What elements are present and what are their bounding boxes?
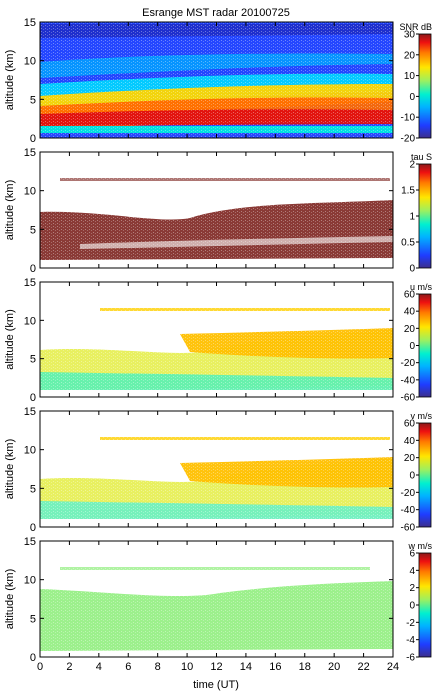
colorbar-label: tau S	[411, 152, 432, 162]
y-axis-label: altitude (km)	[4, 569, 16, 630]
y-tick-label: 0	[30, 392, 36, 404]
y-tick-label: 15	[24, 147, 36, 159]
x-tick-label: 20	[328, 661, 340, 673]
y-tick-label: 10	[24, 56, 36, 68]
y-tick-label: 10	[24, 575, 36, 587]
colorbar-tick-label: 20	[404, 453, 416, 464]
colorbar-label: u m/s	[410, 282, 433, 292]
colorbar-tick-label: 20	[404, 324, 416, 335]
y-tick-label: 15	[24, 406, 36, 418]
y-tick-label: 0	[30, 133, 36, 145]
colorbar-tick-label: 4	[409, 566, 415, 577]
colorbar-tick-label: 60	[404, 290, 416, 301]
field-layer	[40, 22, 393, 138]
y-tick-label: 5	[30, 94, 36, 106]
field-layer	[40, 152, 393, 268]
y-tick-label: 10	[24, 315, 36, 327]
y-tick-label: 5	[30, 354, 36, 366]
colorbar-tick-label: 30	[404, 30, 416, 41]
panel-3: 0 5 10 15 altitude (km) u m/s -60 -40 -20 0 20 40 60	[4, 277, 432, 404]
colorbar-tick-label: -60	[401, 393, 416, 404]
colorbar-label: SNR dB	[399, 22, 432, 32]
panel-1: 0 5 10 15 altitude (km) SNR dB -20 -10 0 10 20 30	[4, 17, 432, 145]
colorbar-tick-label: 60	[404, 419, 416, 430]
colorbar	[418, 293, 432, 398]
y-axis-label: altitude (km)	[4, 180, 16, 241]
colorbar-tick-label: -60	[401, 523, 416, 534]
y-tick-label: 15	[24, 536, 36, 548]
field-layer	[40, 282, 393, 397]
figure-title: Esrange MST radar 20100725	[142, 7, 290, 19]
y-axis-label: altitude (km)	[4, 309, 16, 370]
colorbar-tick-label: 1	[409, 212, 415, 223]
colorbar-tick-label: 0	[409, 264, 415, 275]
colorbar-tick-label: 1.5	[401, 186, 415, 197]
colorbar-tick-label: 0.5	[401, 238, 415, 249]
y-tick-label: 10	[24, 186, 36, 198]
colorbar-label: w m/s	[408, 541, 433, 551]
panel-2: 0 5 10 15 altitude (km) tau S 0 0.5 1 1.5 2	[4, 147, 432, 275]
y-tick-label: 15	[24, 277, 36, 289]
x-tick-label: 12	[210, 661, 222, 673]
y-tick-label: 0	[30, 522, 36, 534]
x-tick-label: 18	[299, 661, 311, 673]
y-tick-label: 5	[30, 613, 36, 625]
colorbar	[418, 422, 432, 528]
colorbar-tick-label: 40	[404, 436, 416, 447]
x-tick-label: 0	[37, 661, 43, 673]
colorbar-tick-label: -40	[401, 505, 416, 516]
y-tick-label: 0	[30, 263, 36, 275]
y-tick-label: 5	[30, 224, 36, 236]
x-tick-label: 8	[155, 661, 161, 673]
colorbar-tick-label: -10	[401, 113, 416, 124]
colorbar-tick-label: -2	[406, 618, 415, 629]
colorbar-tick-label: 2	[409, 583, 415, 594]
y-tick-label: 5	[30, 483, 36, 495]
colorbar-tick-label: 40	[404, 307, 416, 318]
y-axis-label: altitude (km)	[4, 50, 16, 111]
y-tick-label: 15	[24, 17, 36, 29]
x-tick-label: 10	[181, 661, 193, 673]
panel-4: 0 5 10 15 altitude (km) v m/s -60 -40 -20 0 20 40 60	[4, 406, 432, 534]
x-tick-label: 22	[357, 661, 369, 673]
colorbar-tick-label: 0	[409, 471, 415, 482]
colorbar-tick-label: -6	[406, 653, 415, 664]
colorbar-tick-label: 0	[409, 92, 415, 103]
colorbar	[418, 33, 432, 139]
y-axis-label: altitude (km)	[4, 439, 16, 500]
colorbar-tick-label: -4	[406, 635, 415, 646]
x-tick-label: 2	[66, 661, 72, 673]
colorbar-tick-label: 0	[409, 341, 415, 352]
field-layer	[40, 411, 393, 527]
x-tick-label: 24	[387, 661, 399, 673]
colorbar-tick-label: 10	[404, 71, 416, 82]
colorbar-tick-label: 20	[404, 50, 416, 61]
y-tick-label: 10	[24, 445, 36, 457]
colorbar-tick-label: -20	[401, 358, 416, 369]
y-tick-label: 0	[30, 652, 36, 664]
x-tick-label: 14	[240, 661, 252, 673]
colorbar-tick-label: -40	[401, 375, 416, 386]
colorbar-tick-label: 6	[409, 549, 415, 560]
colorbar-tick-label: -20	[401, 488, 416, 499]
colorbar-tick-label: -20	[401, 134, 416, 145]
x-tick-label: 4	[96, 661, 102, 673]
x-axis-label: time (UT)	[193, 679, 239, 691]
x-tick-label: 16	[269, 661, 281, 673]
colorbar	[418, 552, 432, 658]
colorbar	[418, 163, 432, 269]
colorbar-tick-label: 2	[409, 160, 415, 171]
colorbar-label: v m/s	[411, 411, 433, 421]
x-tick-label: 6	[125, 661, 131, 673]
colorbar-tick-label: 0	[409, 601, 415, 612]
field-layer	[40, 541, 393, 657]
